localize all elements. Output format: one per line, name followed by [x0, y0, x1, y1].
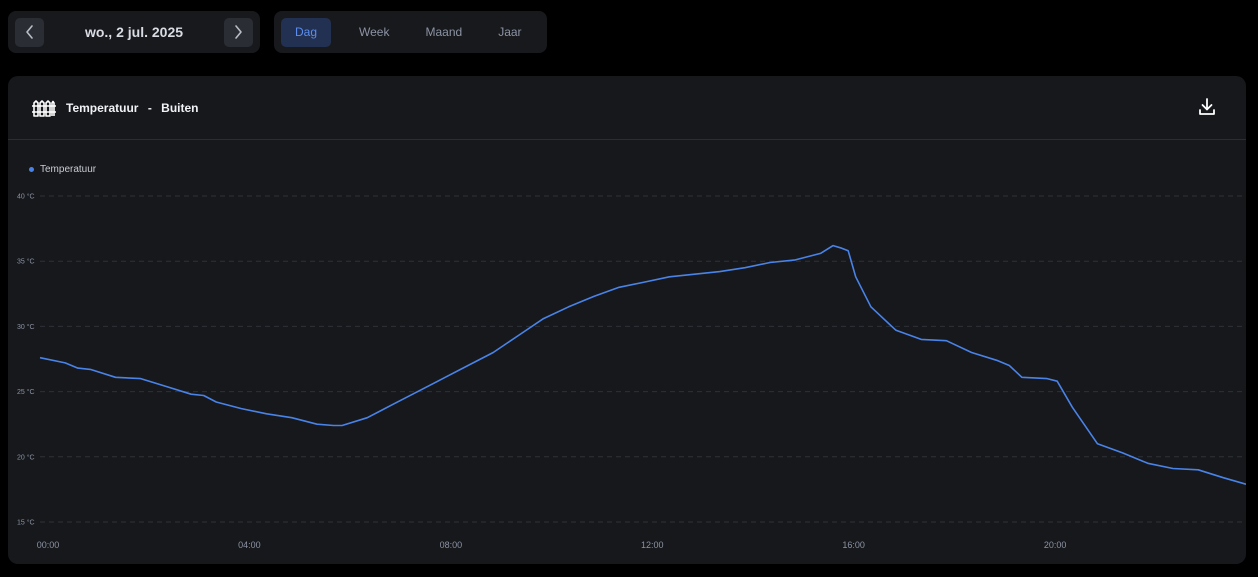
- chevron-right-icon: [235, 25, 243, 39]
- fence-icon: [32, 99, 56, 117]
- next-day-button[interactable]: [223, 17, 253, 47]
- card-title-label: Temperatuur: [66, 100, 139, 115]
- card-header: Temperatuur - Buiten: [8, 76, 1246, 140]
- y-tick-label: 40 °C: [17, 193, 35, 201]
- x-tick-label: 20:00: [1044, 540, 1067, 550]
- card-title: Temperatuur - Buiten: [32, 99, 199, 117]
- title-separator: -: [147, 100, 152, 115]
- chart-legend[interactable]: Temperatuur: [29, 164, 96, 175]
- top-bar: wo., 2 jul. 2025 Dag Week Maand Jaar: [8, 11, 547, 53]
- download-button[interactable]: [1196, 96, 1218, 118]
- y-tick-label: 30 °C: [17, 323, 35, 331]
- temperature-chart: 15 °C 20 °C 25 °C 30 °C 35 °C 40 °C 00:00 04:00…: [17, 193, 1246, 550]
- tab-jaar[interactable]: Jaar: [498, 25, 522, 39]
- tab-dag[interactable]: Dag: [281, 17, 332, 47]
- date-label[interactable]: wo., 2 jul. 2025: [84, 24, 184, 40]
- chevron-left-icon: [25, 25, 33, 39]
- y-tick-label: 20 °C: [17, 453, 35, 461]
- x-tick-label: 00:00: [37, 540, 60, 550]
- y-tick-label: 25 °C: [17, 388, 35, 396]
- x-tick-label: 12:00: [641, 540, 664, 550]
- temperature-card: Temperatuur - Buiten Temperatuur 15 °C 20…: [8, 76, 1246, 564]
- legend-label: Temperatuur: [40, 164, 97, 175]
- download-icon: [1199, 98, 1215, 115]
- y-tick-label: 15 °C: [17, 519, 35, 527]
- series-line-temperatuur[interactable]: [39, 244, 1246, 485]
- card-subtitle-label: Buiten: [161, 100, 199, 115]
- period-tabs: Dag Week Maand Jaar: [274, 11, 547, 53]
- tab-week[interactable]: Week: [359, 25, 390, 39]
- legend-marker: [29, 167, 34, 172]
- previous-day-button[interactable]: [15, 17, 44, 47]
- x-tick-label: 08:00: [440, 540, 463, 550]
- y-tick-label: 35 °C: [17, 258, 35, 266]
- tab-maand[interactable]: Maand: [425, 25, 463, 39]
- date-navigator: wo., 2 jul. 2025: [8, 11, 260, 53]
- x-tick-label: 16:00: [842, 540, 865, 550]
- x-tick-label: 04:00: [238, 540, 261, 550]
